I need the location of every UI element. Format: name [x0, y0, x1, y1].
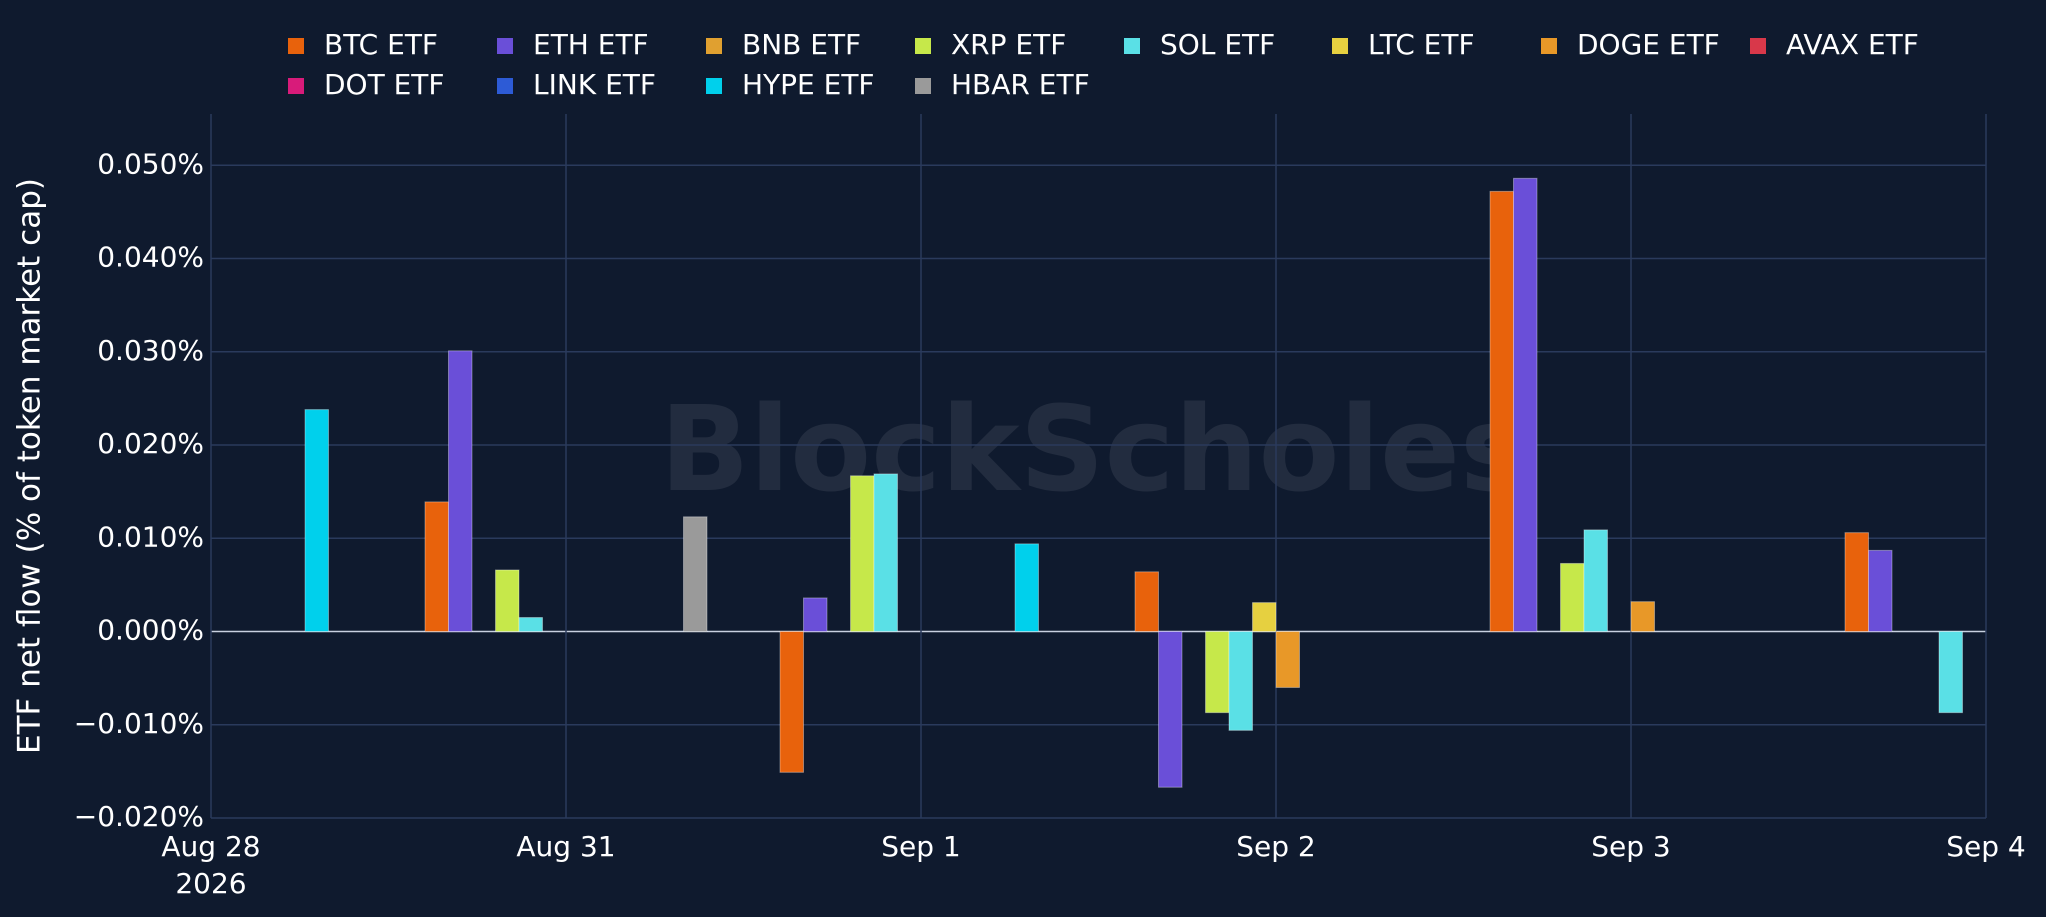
- x-tick-label: Aug 28: [161, 830, 260, 863]
- bar: [1158, 631, 1183, 788]
- watermark: BlockScholes: [660, 380, 1531, 518]
- legend-swatch[interactable]: [288, 78, 304, 94]
- bar: [1014, 543, 1039, 633]
- legend-swatch[interactable]: [1541, 38, 1557, 54]
- legend-swatch[interactable]: [706, 38, 722, 54]
- bar: [448, 350, 473, 633]
- legend-swatch[interactable]: [915, 38, 931, 54]
- bar: [1938, 631, 1963, 714]
- y-tick-label: 0.040%: [97, 241, 204, 274]
- legend-swatch[interactable]: [706, 78, 722, 94]
- legend-swatch[interactable]: [915, 78, 931, 94]
- bar: [1228, 631, 1253, 731]
- legend-label[interactable]: HBAR ETF: [951, 68, 1090, 101]
- legend-swatch[interactable]: [497, 78, 513, 94]
- x-tick-label: Sep 4: [1946, 830, 2026, 863]
- bar: [1560, 562, 1585, 633]
- legend-label[interactable]: LINK ETF: [533, 68, 656, 101]
- x-tick-label: Sep 2: [1236, 830, 1316, 863]
- bar: [1844, 532, 1869, 633]
- bar: [1275, 631, 1300, 688]
- legend-item[interactable]: SOL ETF: [1124, 28, 1275, 61]
- bar: [424, 501, 449, 633]
- bar: [1134, 571, 1159, 633]
- legend-item[interactable]: HBAR ETF: [915, 68, 1090, 101]
- legend-label[interactable]: ETH ETF: [533, 28, 649, 61]
- bar: [1583, 529, 1608, 633]
- legend-label[interactable]: BNB ETF: [742, 28, 861, 61]
- x-tick-label: Aug 31: [516, 830, 615, 863]
- legend-swatch[interactable]: [497, 38, 513, 54]
- legend-swatch[interactable]: [1332, 38, 1348, 54]
- bar: [779, 631, 804, 773]
- legend-label[interactable]: BTC ETF: [324, 28, 438, 61]
- bars: [304, 177, 1963, 788]
- legend-label[interactable]: DOT ETF: [324, 68, 445, 101]
- legend-label[interactable]: SOL ETF: [1160, 28, 1275, 61]
- legend-item[interactable]: ETH ETF: [497, 28, 649, 61]
- y-tick-label: 0.010%: [97, 520, 204, 553]
- bar: [803, 597, 828, 633]
- legend-item[interactable]: DOGE ETF: [1541, 28, 1720, 61]
- bar: [1630, 601, 1655, 633]
- x-tick-label: Sep 1: [881, 830, 961, 863]
- bar: [518, 617, 543, 633]
- legend-label[interactable]: DOGE ETF: [1577, 28, 1720, 61]
- legend-label[interactable]: LTC ETF: [1368, 28, 1475, 61]
- legend-item[interactable]: BNB ETF: [706, 28, 861, 61]
- bar: [683, 516, 708, 633]
- legend-item[interactable]: LTC ETF: [1332, 28, 1475, 61]
- legend-item[interactable]: BTC ETF: [288, 28, 438, 61]
- legend-item[interactable]: LINK ETF: [497, 68, 656, 101]
- x-tick-label: Sep 3: [1591, 830, 1671, 863]
- legend-label[interactable]: AVAX ETF: [1786, 28, 1919, 61]
- y-tick-label: −0.010%: [74, 707, 204, 740]
- bar: [1205, 631, 1230, 714]
- legend-item[interactable]: AVAX ETF: [1750, 28, 1919, 61]
- legend-item[interactable]: HYPE ETF: [706, 68, 875, 101]
- y-tick-label: 0.050%: [97, 147, 204, 180]
- bar: [1513, 177, 1538, 633]
- y-axis-title: ETF net flow (% of token market cap): [12, 178, 48, 754]
- bar: [1489, 190, 1514, 633]
- legend-item[interactable]: DOT ETF: [288, 68, 445, 101]
- y-tick-label: 0.000%: [97, 614, 204, 647]
- bar: [495, 569, 520, 633]
- legend-item[interactable]: XRP ETF: [915, 28, 1066, 61]
- legend-swatch[interactable]: [1750, 38, 1766, 54]
- legend-swatch[interactable]: [288, 38, 304, 54]
- legend-label[interactable]: XRP ETF: [951, 28, 1066, 61]
- bar: [1868, 549, 1893, 633]
- x-year-label: 2026: [175, 867, 246, 900]
- legend-swatch[interactable]: [1124, 38, 1140, 54]
- bar: [1252, 602, 1277, 633]
- bar: [304, 409, 329, 633]
- y-tick-label: −0.020%: [74, 800, 204, 833]
- legend-label[interactable]: HYPE ETF: [742, 68, 875, 101]
- y-tick-label: 0.030%: [97, 334, 204, 367]
- bar: [873, 473, 898, 633]
- y-tick-label: 0.020%: [97, 427, 204, 460]
- bar: [850, 475, 875, 633]
